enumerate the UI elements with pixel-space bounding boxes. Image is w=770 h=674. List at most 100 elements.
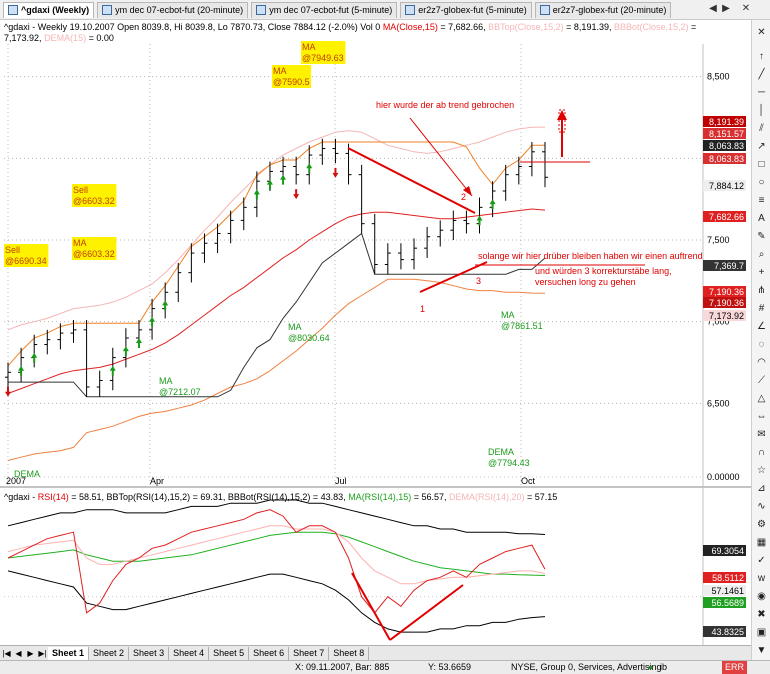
- sheet-last-icon[interactable]: ▶|: [38, 648, 47, 658]
- ellipse-tool-icon[interactable]: ○: [758, 177, 765, 188]
- bbbot-line: [7, 278, 546, 461]
- status-error-badge[interactable]: ERR: [722, 661, 748, 674]
- regression-tool-icon[interactable]: ⟋: [758, 375, 765, 386]
- window-close-icon[interactable]: ✕: [757, 27, 766, 38]
- sheet-tab-7[interactable]: Sheet 7: [289, 646, 330, 660]
- annotation-ma-8030: @8030.64: [288, 333, 330, 343]
- arc-tool-icon[interactable]: ◠: [757, 357, 766, 368]
- note-trend-broken: hier wurde der ab trend gebrochen: [376, 100, 514, 110]
- rectangle-tool-icon[interactable]: □: [758, 159, 765, 170]
- sheet-tab-4[interactable]: Sheet 4: [169, 646, 210, 660]
- rsi-value-label: 58.5112: [712, 573, 744, 583]
- pencil-tool-icon[interactable]: ✎: [757, 231, 766, 242]
- status-ib: ib: [660, 662, 668, 672]
- horizontal-line-icon[interactable]: ─: [757, 87, 766, 98]
- arrow-up-icon[interactable]: ↑: [759, 51, 764, 62]
- sheet-tab-8[interactable]: Sheet 8: [329, 646, 370, 660]
- gann-tool-icon[interactable]: ∠: [757, 321, 766, 332]
- price-value-label-bg: [703, 260, 746, 271]
- delete-icon[interactable]: ✖: [757, 609, 766, 620]
- chart-tab-3[interactable]: ym dec 07-ecbot-fut (5-minute): [251, 1, 398, 18]
- status-connection-icon: ●: [648, 662, 654, 672]
- buy-arrow-icon: [306, 163, 313, 174]
- text-tool-icon[interactable]: A: [758, 213, 765, 224]
- note-tool-icon[interactable]: ✉: [757, 429, 766, 440]
- sheet-tab-3[interactable]: Sheet 3: [129, 646, 170, 660]
- info-rsi-name: RSI(14): [37, 492, 69, 502]
- price-value-label: 8,191.39: [709, 117, 744, 127]
- fib-tool-icon[interactable]: ≡: [758, 195, 765, 206]
- line-tool-icon[interactable]: ╱: [758, 69, 765, 80]
- cycle-tool-icon[interactable]: ◌: [758, 339, 765, 350]
- sheet-first-icon[interactable]: |◀: [2, 648, 11, 658]
- sheet-prev-icon[interactable]: ◀: [15, 648, 22, 658]
- y-tick-label: 7,500: [707, 235, 730, 245]
- chart-settings-icon[interactable]: ⚙: [757, 519, 766, 530]
- lock-icon[interactable]: ▣: [756, 627, 767, 638]
- point-label-3: 3: [476, 276, 481, 286]
- sheet-next-icon[interactable]: ▶: [27, 648, 34, 658]
- grid-toggle-icon[interactable]: ▦: [756, 537, 767, 548]
- sheet-tab-5[interactable]: Sheet 5: [209, 646, 250, 660]
- tab-scroll-left-icon[interactable]: ◀: [709, 3, 717, 14]
- annotation-sell-6690: @6690.34: [5, 256, 47, 266]
- annotation-ma-7861: MA: [501, 310, 515, 320]
- triangle-tool-icon[interactable]: △: [757, 393, 766, 404]
- measure-tool-icon[interactable]: ⇔: [756, 411, 767, 422]
- rsi-value-label: 56.5689: [711, 598, 744, 608]
- sheet-tab-1[interactable]: Sheet 1: [48, 646, 90, 660]
- chart-tab-label: er2z7-globex-fut (5-minute): [418, 5, 527, 15]
- price-value-label: 7,682.66: [709, 212, 744, 222]
- info-text: = 7,682.66,: [437, 22, 489, 32]
- chart-tab-1[interactable]: ^gdaxi (Weekly): [3, 1, 95, 18]
- chart-tab-2[interactable]: ym dec 07-ecbot-fut (20-minute): [97, 1, 249, 18]
- chart-tab-5[interactable]: er2z7-globex-fut (20-minute): [534, 1, 672, 18]
- zoom-tool-icon[interactable]: ⌕: [758, 249, 765, 260]
- sheet-tab-6[interactable]: Sheet 6: [249, 646, 290, 660]
- info-text: 7,173.92,: [4, 33, 42, 43]
- annotation-ma-7590: @7590.5: [273, 77, 310, 87]
- rsi-value-label: 43.8325: [711, 627, 744, 637]
- speed-line-icon[interactable]: ⊿: [757, 483, 766, 494]
- buy-arrow-icon: [18, 365, 25, 376]
- star-tool-icon[interactable]: ☆: [757, 465, 766, 476]
- annotation-ma-6603: @6603.32: [73, 249, 115, 259]
- annotation-arrow-line: [409, 117, 473, 197]
- tab-close-icon[interactable]: ✕: [741, 3, 751, 14]
- price-chart[interactable]: 8,5008,0007,5007,0006,5000.000002007AprJ…: [0, 0, 770, 660]
- annotation-ma-7861: @7861.51: [501, 321, 543, 331]
- pitchfork-icon[interactable]: ⋔: [757, 285, 766, 296]
- annotation-sell-6690: Sell: [5, 245, 20, 255]
- wave-tool-icon[interactable]: ∿: [757, 501, 766, 512]
- arrow-tool-icon[interactable]: ↗: [757, 141, 766, 152]
- tick-icon[interactable]: ✓: [757, 555, 766, 566]
- grid-tool-icon[interactable]: #: [758, 303, 765, 314]
- magnet-tool-icon[interactable]: ∩: [757, 447, 766, 458]
- point-label-1: 1: [420, 304, 425, 314]
- y-tick-label: 7,000: [707, 317, 730, 327]
- annotation-dema-7794: @7794.43: [488, 458, 530, 468]
- channel-low-line: [8, 232, 546, 398]
- chart-window-icon: [405, 5, 416, 15]
- eye-icon[interactable]: ◉: [757, 591, 766, 602]
- vertical-line-icon[interactable]: │: [758, 105, 765, 116]
- tab-scroll-right-icon[interactable]: ▶: [722, 3, 730, 14]
- buy-arrow-icon: [266, 179, 273, 190]
- buy-arrow-icon: [135, 338, 142, 348]
- price-value-label: 7,884.12: [709, 181, 744, 191]
- channel-tool-icon[interactable]: ⫽: [759, 123, 764, 134]
- chart-tab-4[interactable]: er2z7-globex-fut (5-minute): [400, 1, 532, 18]
- chart-tab-label: ym dec 07-ecbot-fut (5-minute): [269, 5, 393, 15]
- price-value-label-bg: [703, 116, 746, 127]
- crosshair-icon[interactable]: +: [758, 267, 765, 278]
- info-text: =: [688, 22, 697, 32]
- scroll-down-icon[interactable]: ▼: [756, 645, 767, 656]
- w-tool-icon[interactable]: w: [757, 573, 766, 584]
- sheet-tab-2[interactable]: Sheet 2: [89, 646, 130, 660]
- price-value-label-bg: [703, 310, 746, 321]
- info-text: ^gdaxi - Weekly 19.10.2007 Open 8039.8, …: [4, 22, 383, 32]
- annotation-ma-7949: @7949.63: [302, 53, 344, 63]
- rsi-value-label-bg: [703, 626, 746, 637]
- rsi-value-label: 69.3054: [711, 546, 744, 556]
